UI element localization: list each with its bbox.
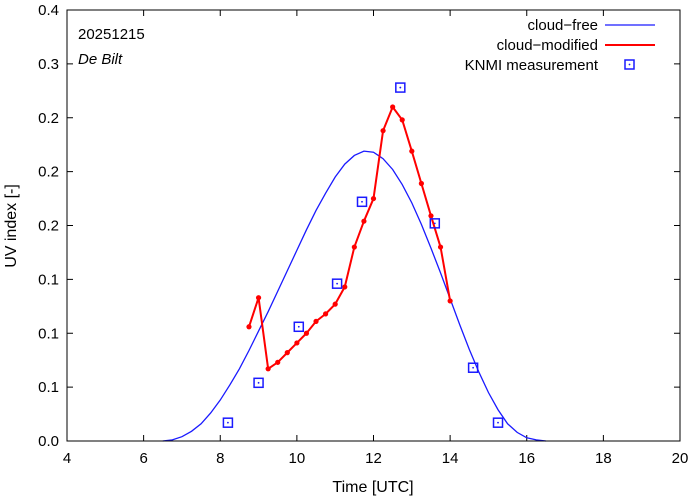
cloud-modified-point xyxy=(399,117,405,123)
y-tick-label: 0.4 xyxy=(38,2,59,19)
x-tick-label: 10 xyxy=(289,450,306,467)
x-tick-label: 6 xyxy=(139,450,147,467)
cloud-modified-point xyxy=(303,330,310,336)
cloud-modified-point xyxy=(418,180,424,187)
knmi-measurement-dot xyxy=(257,381,260,384)
cloud-modified-point xyxy=(437,244,444,250)
cloud-modified-point xyxy=(246,324,252,330)
knmi-measurement-dot xyxy=(361,200,363,203)
y-tick-label: 0.1 xyxy=(38,325,59,342)
x-tick-label: 8 xyxy=(216,450,224,467)
cloud-modified-point xyxy=(323,311,329,317)
x-tick-label: 14 xyxy=(442,450,459,467)
cloud-modified-point xyxy=(370,195,377,202)
knmi-measurement-point xyxy=(222,417,234,428)
legend-label-cloud-free: cloud−free xyxy=(528,17,598,34)
x-tick-label: 4 xyxy=(63,450,71,467)
knmi-measurement-dot xyxy=(497,421,499,424)
x-tick-label: 18 xyxy=(595,450,612,467)
knmi-measurement-point xyxy=(467,362,479,373)
knmi-measurement-dot xyxy=(297,325,300,328)
knmi-measurement-dot xyxy=(336,282,339,285)
y-tick-label: 0.0 xyxy=(38,433,59,450)
series-line-cloud-modified xyxy=(248,105,452,370)
knmi-measurement-point xyxy=(253,377,264,389)
cloud-modified-point xyxy=(332,301,338,307)
knmi-measurement-dot xyxy=(227,421,229,424)
cloud-modified-point xyxy=(380,128,386,134)
plot-frame xyxy=(66,9,681,442)
knmi-measurement-point xyxy=(356,196,368,208)
knmi-measurement-point xyxy=(492,417,504,428)
cloud-modified-point xyxy=(275,359,281,365)
x-tick-label: 16 xyxy=(518,450,535,467)
x-tick-label: 12 xyxy=(365,450,382,467)
tick-labels: 4 6 8 10 12 14 16 18 20 0.0 0.1 0.1 0.1 0.2 0.2 0.2 0.3 0… xyxy=(38,2,688,467)
cloud-modified-point xyxy=(255,295,262,301)
cloud-modified-point xyxy=(409,148,415,154)
legend-label-cloud-modified: cloud−modified xyxy=(497,37,598,54)
legend: cloud−free cloud−modified KNMI measureme… xyxy=(465,17,655,74)
cloud-modified-point xyxy=(342,284,348,290)
x-tick-label: 20 xyxy=(672,450,689,467)
cloud-modified-point xyxy=(390,104,396,110)
knmi-measurement-dot xyxy=(399,86,402,89)
station-annotation: De Bilt xyxy=(78,51,123,68)
cloud-modified-point xyxy=(361,218,367,224)
y-tick-label: 0.2 xyxy=(38,164,59,181)
legend-label-knmi-measurement: KNMI measurement xyxy=(465,57,599,74)
cloud-modified-point xyxy=(294,340,300,346)
y-tick-label: 0.2 xyxy=(38,218,59,235)
series-line-cloud-free xyxy=(162,150,546,442)
knmi-measurement-dot xyxy=(472,366,475,369)
y-tick-label: 0.3 xyxy=(38,56,59,73)
knmi-measurement-point xyxy=(395,82,406,93)
cloud-modified-point xyxy=(428,213,434,219)
knmi-measurement-point xyxy=(293,321,305,333)
legend-marker-knmi-dot xyxy=(628,63,631,66)
cloud-modified-point xyxy=(265,366,271,372)
y-tick-label: 0.1 xyxy=(38,271,59,288)
y-tick-label: 0.1 xyxy=(38,379,59,396)
plot-series xyxy=(162,82,546,442)
y-axis-title: UV index [-] xyxy=(3,184,20,268)
cloud-modified-point xyxy=(351,244,357,250)
cloud-modified-point xyxy=(447,298,453,304)
cloud-modified-point xyxy=(313,318,319,324)
legend-marker-knmi-measurement xyxy=(624,59,635,70)
knmi-measurement-point xyxy=(331,278,343,289)
cloud-modified-point xyxy=(284,350,290,356)
date-annotation: 20251215 xyxy=(78,26,145,43)
x-axis-title: Time [UTC] xyxy=(332,479,413,496)
knmi-measurement-point xyxy=(429,218,441,229)
y-tick-label: 0.2 xyxy=(38,110,59,127)
knmi-measurement-dot xyxy=(433,222,436,225)
